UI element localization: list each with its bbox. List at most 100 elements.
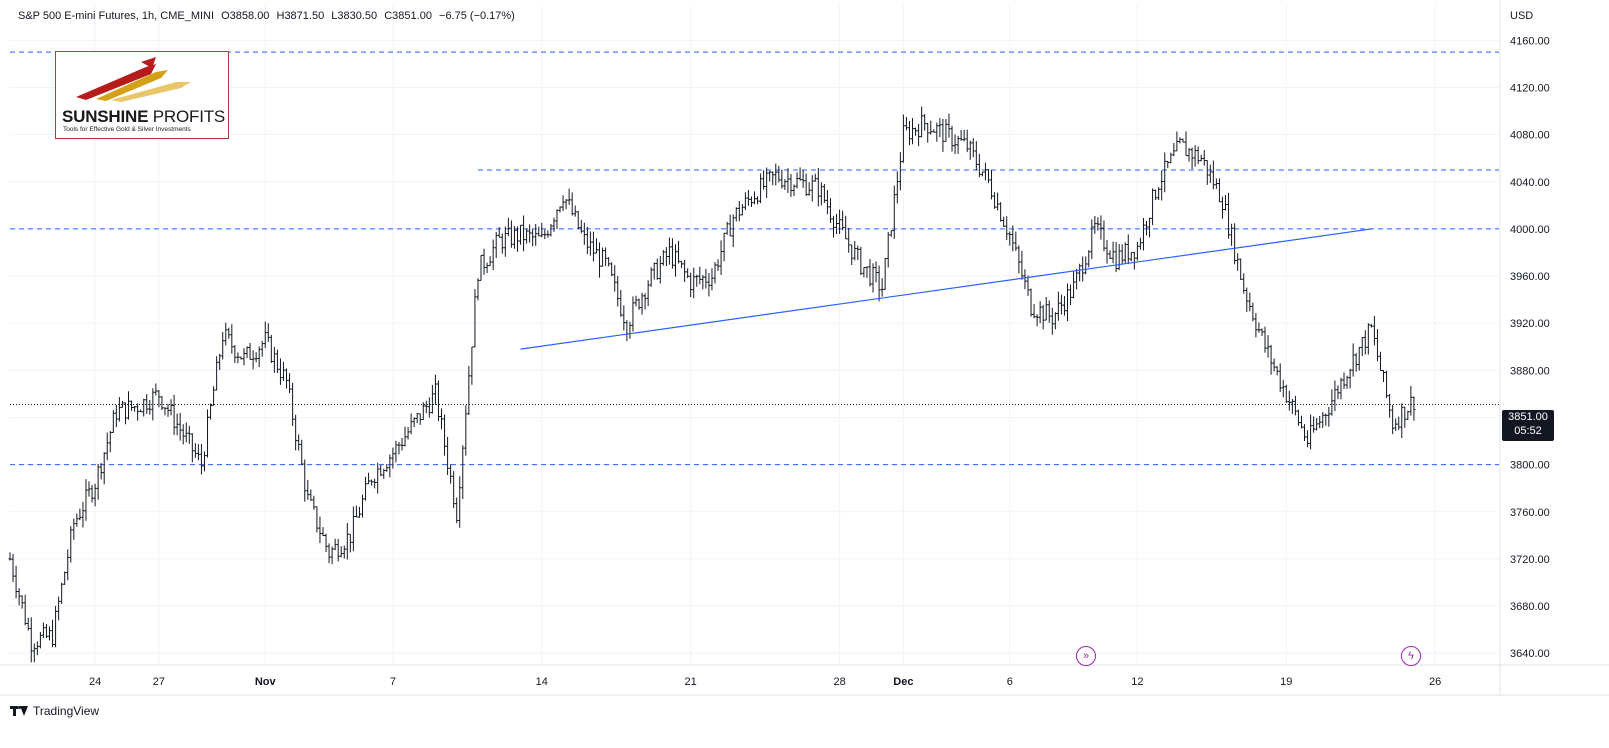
tradingview-icon [10, 705, 28, 717]
ohlc-bar [911, 118, 915, 145]
ohlc-bar [1175, 131, 1179, 152]
ohlc-bar [172, 394, 176, 436]
ohlc-bar [1412, 396, 1416, 421]
ohlc-bar [515, 226, 519, 252]
ohlc-bar [348, 533, 352, 553]
logo-title: SUNSHINE PROFITS [62, 107, 226, 126]
ohlc-bar [306, 479, 310, 500]
y-tick-label: 4120.00 [1510, 83, 1550, 95]
ohlc-bar [1138, 237, 1142, 250]
x-tick-label: Dec [893, 676, 913, 688]
ohlc-bar [166, 403, 170, 417]
ohlc-bar [719, 240, 723, 275]
ohlc-bar [537, 226, 541, 237]
ohlc-bar [531, 229, 535, 247]
ohlc-bar [1169, 152, 1173, 164]
ohlc-bar [373, 478, 377, 489]
ohlc-bar [1020, 250, 1024, 280]
ohlc-bar [993, 192, 997, 209]
ohlc-bar [573, 205, 577, 217]
ohlc-bar [856, 245, 860, 261]
ohlc-bar [357, 506, 361, 518]
sunshine-profits-logo: SUNSHINE PROFITS Tools for Effective Gol… [55, 51, 229, 139]
ohlc-bar [546, 230, 550, 238]
y-tick-label: 4000.00 [1510, 224, 1550, 236]
tradingview-brand[interactable]: TradingView [10, 704, 99, 718]
ohlc-bar [667, 237, 671, 265]
ohlc-bar [154, 383, 158, 396]
ohlc-bar [977, 153, 981, 178]
ohlc-bar [1321, 412, 1325, 428]
ohlc-bar [525, 228, 529, 244]
x-tick-label: Nov [255, 676, 277, 688]
ohlc-bar [199, 443, 203, 475]
ohlc-bar [686, 268, 690, 279]
ohlc-bar [1242, 273, 1246, 294]
ohlc-bar [1217, 178, 1221, 203]
ohlc-bar [8, 552, 12, 561]
ohlc-bar [920, 106, 924, 138]
lightning-circle-icon[interactable]: ϟ [1401, 646, 1421, 666]
ohlc-bar [385, 463, 389, 472]
ohlc-bar [953, 134, 957, 154]
ohlc-bar [649, 267, 653, 287]
close-value: C3851.00 [384, 10, 432, 22]
ohlc-bar [1111, 241, 1115, 264]
y-tick-label: 4160.00 [1510, 35, 1550, 47]
ohlc-bar [427, 397, 431, 418]
fast-forward-circle-icon[interactable]: » [1076, 646, 1096, 666]
x-tick-label: 6 [1007, 676, 1013, 688]
ohlc-bar [1360, 336, 1364, 357]
ohlc-bar [376, 462, 380, 494]
ohlc-bar [564, 199, 568, 210]
ohlc-bar [75, 513, 79, 527]
ohlc-bar [1233, 223, 1237, 265]
ohlc-bar [844, 215, 848, 240]
ohlc-bar [698, 266, 702, 285]
ohlc-bar [832, 215, 836, 238]
ohlc-bar [853, 240, 857, 261]
ohlc-bar [1181, 138, 1185, 143]
ohlc-bar [1075, 268, 1079, 290]
ohlc-bar [1357, 346, 1361, 371]
ohlc-bar [1293, 395, 1297, 416]
ohlc-bar [962, 129, 966, 142]
ohlc-bar [412, 417, 416, 428]
ohlc-bar [789, 174, 793, 197]
ohlc-bar [1251, 302, 1255, 322]
ohlc-bar [1382, 370, 1386, 383]
ohlc-bar [41, 622, 45, 638]
ohlc-bar [66, 549, 70, 581]
x-tick-label: 27 [153, 676, 165, 688]
ohlc-bar [731, 214, 735, 248]
ohlc-bar [382, 468, 386, 479]
ohlc-bar [883, 258, 887, 290]
ohlc-bar [257, 346, 261, 368]
ohlc-bar [819, 182, 823, 206]
ohlc-bar [1193, 145, 1197, 167]
ohlc-bar [1050, 307, 1054, 335]
ohlc-bar [1309, 414, 1313, 450]
ohlc-bar [588, 231, 592, 256]
ohlc-bar [1053, 312, 1057, 330]
ohlc-bar [576, 211, 580, 230]
symbol-title[interactable]: S&P 500 E-mini Futures, 1h, CME_MINI [18, 10, 215, 22]
ohlc-bar [901, 114, 905, 163]
ohlc-bar [108, 430, 112, 453]
ohlc-bar [239, 356, 243, 360]
brand-label: TradingView [33, 704, 100, 718]
ohlc-bar [464, 405, 468, 456]
ohlc-bar [1172, 142, 1176, 157]
ohlc-bar [436, 380, 440, 422]
ohlc-bar [157, 390, 161, 408]
ohlc-bar [285, 368, 289, 389]
ohlc-bar [1099, 215, 1103, 240]
ohlc-bar [1032, 304, 1036, 319]
ohlc-bar [1385, 370, 1389, 399]
ohlc-bar [251, 350, 255, 370]
ohlc-bar [980, 171, 984, 177]
ohlc-bar [1345, 375, 1349, 389]
ohlc-bar [795, 172, 799, 189]
